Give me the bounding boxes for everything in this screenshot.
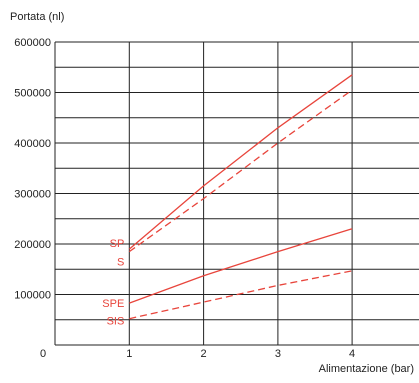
y-axis-title: Portata (nl) (10, 11, 64, 23)
series-line-sp (128, 74, 353, 250)
x-tick-label: 4 (349, 348, 355, 360)
y-tick-label: 400000 (14, 138, 51, 150)
series-label-sis: SIS (107, 316, 125, 328)
y-tick-label: 500000 (14, 88, 51, 100)
x-tick-label: 3 (275, 348, 281, 360)
x-tick-labels: 012345 (40, 348, 355, 360)
series-labels: SP S SPE SIS (102, 238, 124, 328)
series-lines (128, 74, 353, 320)
y-tick-label: 200000 (14, 239, 51, 251)
x-tick-label: 1 (126, 348, 132, 360)
y-tick-label: 300000 (14, 189, 51, 201)
x-tick-label: 2 (201, 348, 207, 360)
y-tick-labels: 100000 200000 300000 400000 500000 600000 (14, 37, 51, 302)
y-tick-label: 600000 (14, 37, 51, 49)
series-line-s (128, 89, 353, 253)
series-label-s: S (117, 257, 124, 269)
y-tick-label: 100000 (14, 290, 51, 302)
series-label-spe: SPE (102, 298, 124, 310)
series-label-sp: SP (110, 238, 125, 250)
x-tick-label: 0 (40, 348, 46, 360)
series-line-spe (129, 228, 353, 304)
series-line-sis (129, 270, 353, 320)
grid (54, 41, 419, 346)
x-axis-title: Alimentazione (bar) (319, 363, 414, 375)
